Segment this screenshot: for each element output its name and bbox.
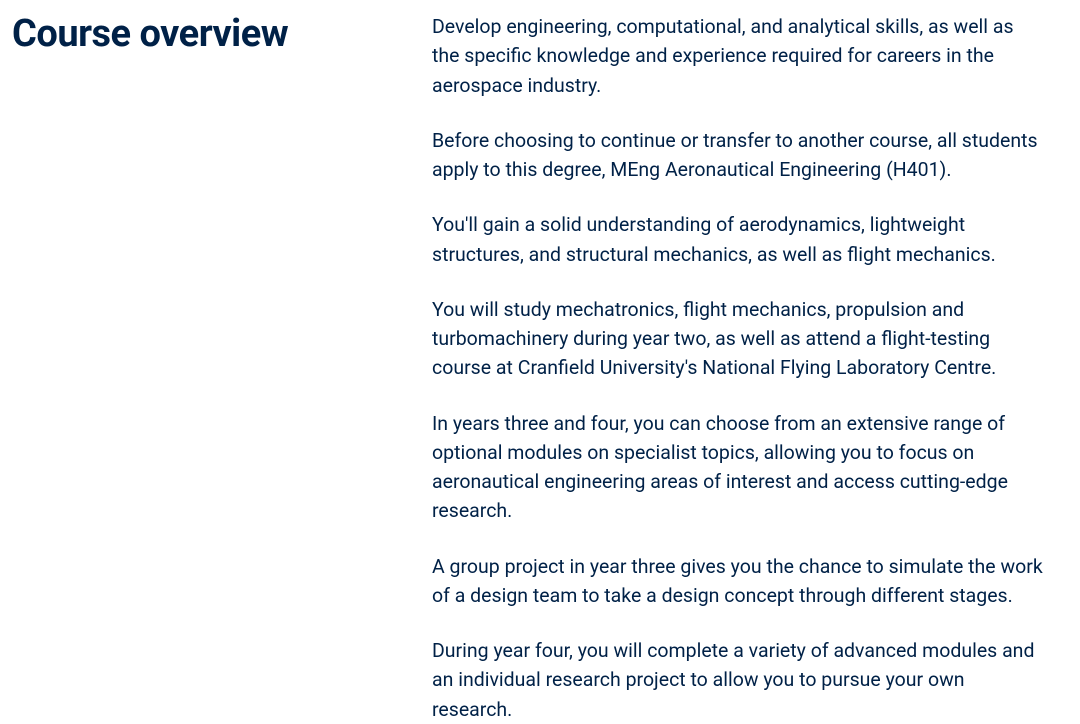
heading-column: Course overview — [12, 12, 432, 724]
overview-paragraph: You'll gain a solid understanding of aer… — [432, 210, 1044, 269]
overview-paragraph: You will study mechatronics, flight mech… — [432, 295, 1044, 383]
course-overview-section: Course overview Develop engineering, com… — [0, 0, 1080, 724]
overview-paragraph: A group project in year three gives you … — [432, 552, 1044, 611]
overview-paragraph: Before choosing to continue or transfer … — [432, 126, 1044, 185]
overview-paragraph: Develop engineering, computational, and … — [432, 12, 1044, 100]
body-column: Develop engineering, computational, and … — [432, 12, 1064, 724]
overview-paragraph: During year four, you will complete a va… — [432, 636, 1044, 724]
section-heading: Course overview — [12, 12, 408, 58]
overview-paragraph: In years three and four, you can choose … — [432, 409, 1044, 526]
